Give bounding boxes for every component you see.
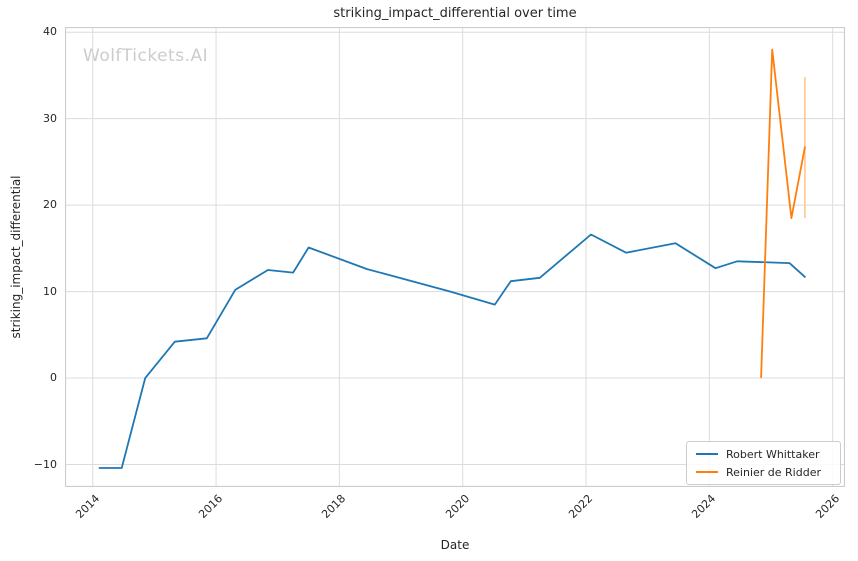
chart-title: striking_impact_differential over time: [333, 6, 577, 21]
plot-area: [65, 27, 845, 487]
x-axis-label: Date: [440, 538, 470, 552]
y-tick-label: 30: [43, 111, 57, 125]
legend: Robert Whittaker Reinier de Ridder: [686, 441, 841, 485]
legend-label: Reinier de Ridder: [726, 465, 821, 479]
x-tick-label: 2018: [319, 492, 349, 521]
series-line-reinier-de-ridder: [760, 48, 806, 379]
x-tick-label: 2026: [812, 492, 842, 521]
x-tick-label: 2024: [689, 492, 719, 521]
legend-line-swatch: [696, 453, 718, 455]
x-tick-label: 2016: [196, 492, 226, 521]
y-tick-label: 10: [43, 284, 57, 298]
legend-label: Robert Whittaker: [726, 447, 820, 461]
y-tick-label: −10: [33, 457, 57, 471]
plot-border: [65, 27, 845, 487]
x-tick-label: 2020: [442, 492, 472, 521]
legend-item-robert-whittaker: Robert Whittaker: [696, 447, 832, 461]
legend-line-swatch: [696, 471, 718, 473]
y-tick-label: 20: [43, 198, 57, 212]
x-tick-label: 2014: [72, 492, 102, 521]
y-tick-label: 0: [50, 371, 57, 385]
series-line-robert-whittaker: [98, 233, 806, 469]
x-tick-label: 2022: [566, 492, 596, 521]
y-tick-label: 40: [43, 25, 57, 39]
legend-item-reinier-de-ridder: Reinier de Ridder: [696, 465, 832, 479]
watermark: WolfTickets.AI: [83, 46, 209, 66]
